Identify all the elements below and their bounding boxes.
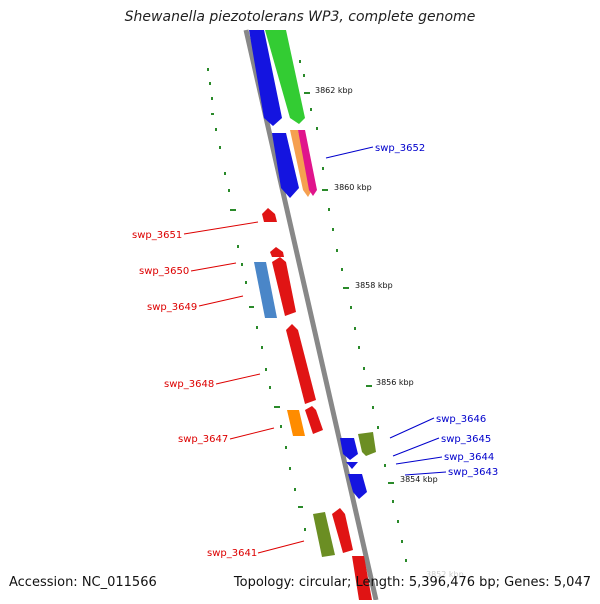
gene-swp_3649-blue[interactable] xyxy=(254,262,277,318)
gene-swp_3645[interactable] xyxy=(358,432,376,456)
gene-swp_3646[interactable] xyxy=(340,438,358,460)
gene-label-swp_3647[interactable]: swp_3647 xyxy=(178,434,228,445)
gene-block-top xyxy=(249,30,317,198)
scale-tick-labels: 3862 kbp 3860 kbp 3858 kbp 3856 kbp 3854… xyxy=(315,86,464,579)
gene-swp_3647-orange[interactable] xyxy=(287,410,305,436)
gene-label-swp_3652[interactable]: swp_3652 xyxy=(375,143,425,154)
gene-swp_3648[interactable] xyxy=(286,324,316,404)
gene-swp_3643[interactable] xyxy=(348,474,367,499)
tick-label-3856: 3856 kbp xyxy=(376,378,414,387)
outer-ring-dots xyxy=(207,68,306,531)
map-title: Shewanella piezotolerans WP3, complete g… xyxy=(124,9,476,25)
gene-swp_3653-blue[interactable] xyxy=(249,30,282,126)
gene-swp_3652-magenta[interactable] xyxy=(298,130,317,196)
gene-swp_3653-green[interactable] xyxy=(265,30,305,124)
right-gene-labels: swp_3652 swp_3646 swp_3645 swp_3644 swp_… xyxy=(375,143,498,478)
inner-ring-dots xyxy=(299,60,407,562)
gene-label-swp_3650[interactable]: swp_3650 xyxy=(139,266,189,277)
gene-swp_3651[interactable] xyxy=(262,208,277,222)
genome-backbone xyxy=(243,29,379,601)
gene-block-right xyxy=(340,432,376,499)
gene-block-bottom xyxy=(313,508,372,600)
gene-swp_3641-red[interactable] xyxy=(332,508,353,553)
gene-label-swp_3651[interactable]: swp_3651 xyxy=(132,230,182,241)
left-label-connectors xyxy=(183,221,305,554)
accession-text: Accession: NC_011566 xyxy=(9,575,157,590)
gene-label-swp_3648[interactable]: swp_3648 xyxy=(164,379,214,390)
tick-label-3858: 3858 kbp xyxy=(355,281,393,290)
gene-block-middle xyxy=(254,208,323,436)
tick-label-3860: 3860 kbp xyxy=(334,183,372,192)
tick-label-3862: 3862 kbp xyxy=(315,86,353,95)
gene-swp_3650[interactable] xyxy=(270,247,284,257)
gene-swp_3649-red[interactable] xyxy=(272,257,296,316)
gene-swp_3652-blue[interactable] xyxy=(272,133,299,198)
tick-label-3852: 3852 kbp xyxy=(426,570,464,579)
right-label-connectors xyxy=(325,146,447,476)
tick-label-3854: 3854 kbp xyxy=(400,475,438,484)
gene-label-swp_3646[interactable]: swp_3646 xyxy=(436,414,486,425)
left-gene-labels: swp_3651 swp_3650 swp_3649 swp_3648 swp_… xyxy=(132,230,257,559)
gene-label-swp_3644[interactable]: swp_3644 xyxy=(444,452,494,463)
gene-label-swp_3645[interactable]: swp_3645 xyxy=(441,434,491,445)
gene-swp_3652-orange[interactable] xyxy=(290,130,312,197)
gene-label-swp_3643[interactable]: swp_3643 xyxy=(448,467,498,478)
gene-swp_3641-olive[interactable] xyxy=(313,512,335,557)
gene-label-swp_3641[interactable]: swp_3641 xyxy=(207,548,257,559)
gene-swp_3640-red[interactable] xyxy=(352,556,372,600)
gene-swp_3644[interactable] xyxy=(346,462,358,469)
gene-swp_3647-red[interactable] xyxy=(305,406,323,434)
genome-summary-text: Topology: circular; Length: 5,396,476 bp… xyxy=(233,575,591,590)
gene-label-swp_3649[interactable]: swp_3649 xyxy=(147,302,197,313)
